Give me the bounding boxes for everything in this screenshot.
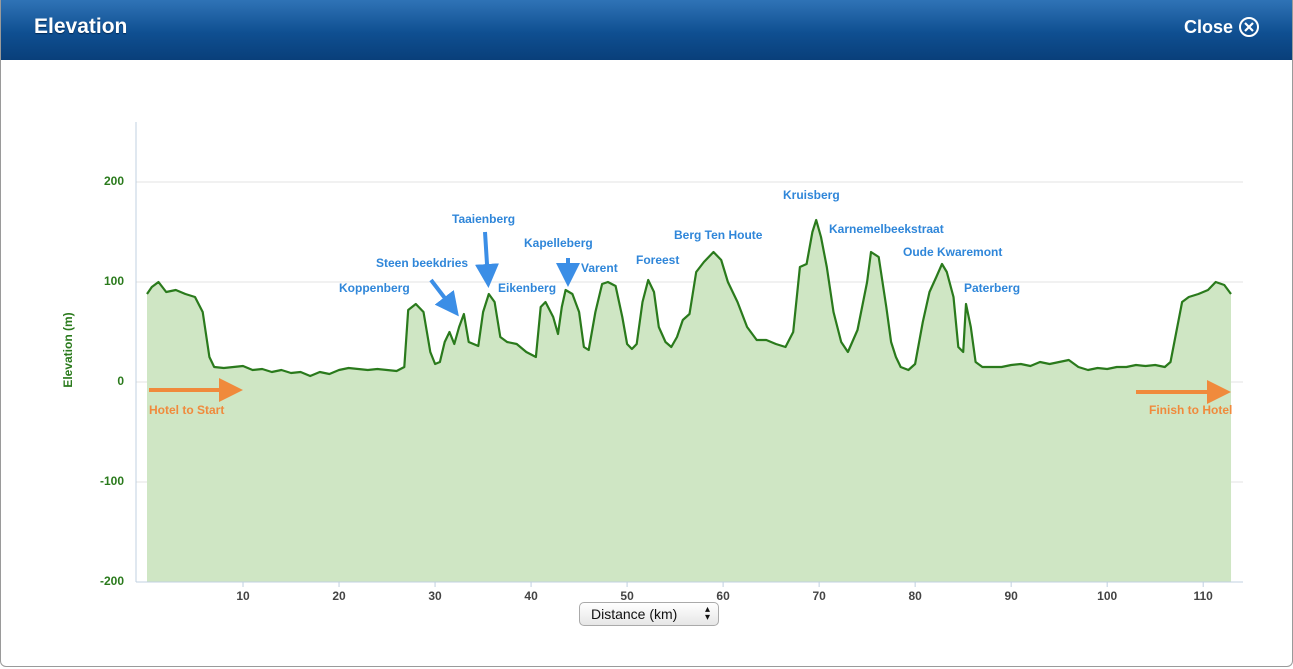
elevation-line [146,218,1232,378]
pointer-arrow [475,231,499,288]
annotation: Finish to Hotel [1149,403,1232,417]
annotation: Varent [581,261,618,275]
close-icon[interactable] [1238,16,1260,38]
x-tick-label: 40 [524,589,538,603]
x-axis-label[interactable]: Distance (km) [591,606,678,622]
y-tick-label: 100 [104,274,124,288]
x-tick-label: 60 [716,589,730,603]
annotation: Steen beekdries [376,256,468,270]
annotation: Kapelleberg [524,236,593,250]
annotation: Taaienberg [452,212,515,226]
x-tick-label: 80 [908,589,922,603]
annotation: Oude Kwaremont [903,245,1002,259]
selector-arrows: ▴ ▾ [704,604,710,623]
x-tick-label: 20 [332,589,346,603]
x-tick-label: 70 [812,589,826,603]
x-tick-label: 10 [236,589,250,603]
y-tick-label: -100 [100,474,124,488]
chart: Elevation (m) -200 -100 0 100 200 10 20 30 40 50 6… [61,122,1243,603]
header-bar: Elevation Close [1,0,1292,60]
x-tick-label: 110 [1194,589,1214,603]
annotation: Karnemelbeekstraat [829,222,944,236]
pointer-arrow [429,278,459,317]
x-tick-label: 100 [1097,589,1117,603]
y-axis-label: Elevation (m) [61,312,75,387]
annotation: Paterberg [964,281,1020,295]
annotation: Kruisberg [783,188,840,202]
y-tick-label: -200 [100,574,124,588]
dialog-title: Elevation [34,15,128,38]
y-tick-label: 0 [117,374,124,388]
x-tick-label: 50 [620,589,634,603]
annotation: Hotel to Start [149,403,224,417]
elevation-area [147,220,1232,582]
annotation: Foreest [636,253,679,267]
annotation: Eikenberg [498,281,556,295]
x-axis-selector[interactable]: Distance (km) ▴ ▾ [579,602,719,626]
close-label[interactable]: Close [1183,16,1233,37]
x-tick-label: 90 [1004,589,1018,603]
y-tick-label: 200 [104,174,124,188]
x-tick-label: 30 [428,589,442,603]
close-button[interactable]: Close [1184,16,1260,38]
annotation: Berg Ten Houte [674,228,763,242]
annotation: Koppenberg [339,281,410,295]
